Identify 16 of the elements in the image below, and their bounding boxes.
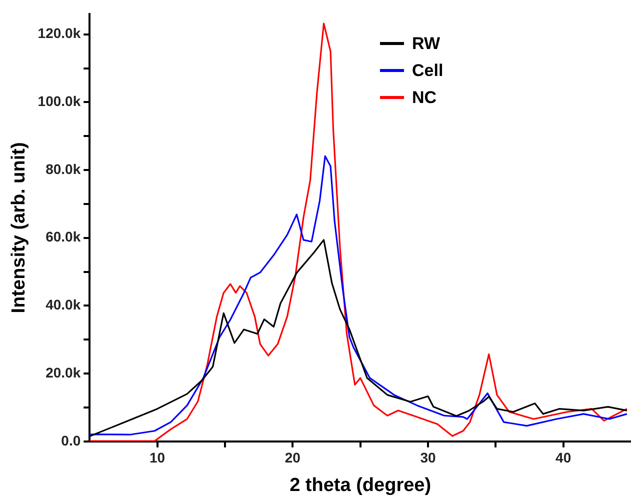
x-tick-label: 40 [556, 450, 572, 466]
y-tick-label: 0.0 [61, 432, 81, 448]
y-tick-label: 60.0k [46, 228, 81, 245]
x-tick-label: 10 [150, 450, 166, 466]
x-axis-title: 2 theta (degree) [290, 474, 432, 496]
y-tick-label: 40.0k [46, 296, 81, 313]
y-tick-label: 120.0k [38, 25, 81, 42]
y-axis-title: Intensity (arb. unit) [8, 142, 30, 314]
legend-label: RW [412, 34, 440, 54]
y-tick-label: 80.0k [46, 160, 81, 177]
legend-label: NC [412, 88, 437, 108]
y-tick-label: 100.0k [38, 93, 81, 110]
x-tick-label: 30 [420, 450, 436, 466]
x-tick-label: 20 [284, 450, 301, 466]
y-tick-label: 20.0k [46, 364, 81, 380]
legend-label: Cell [412, 60, 444, 80]
